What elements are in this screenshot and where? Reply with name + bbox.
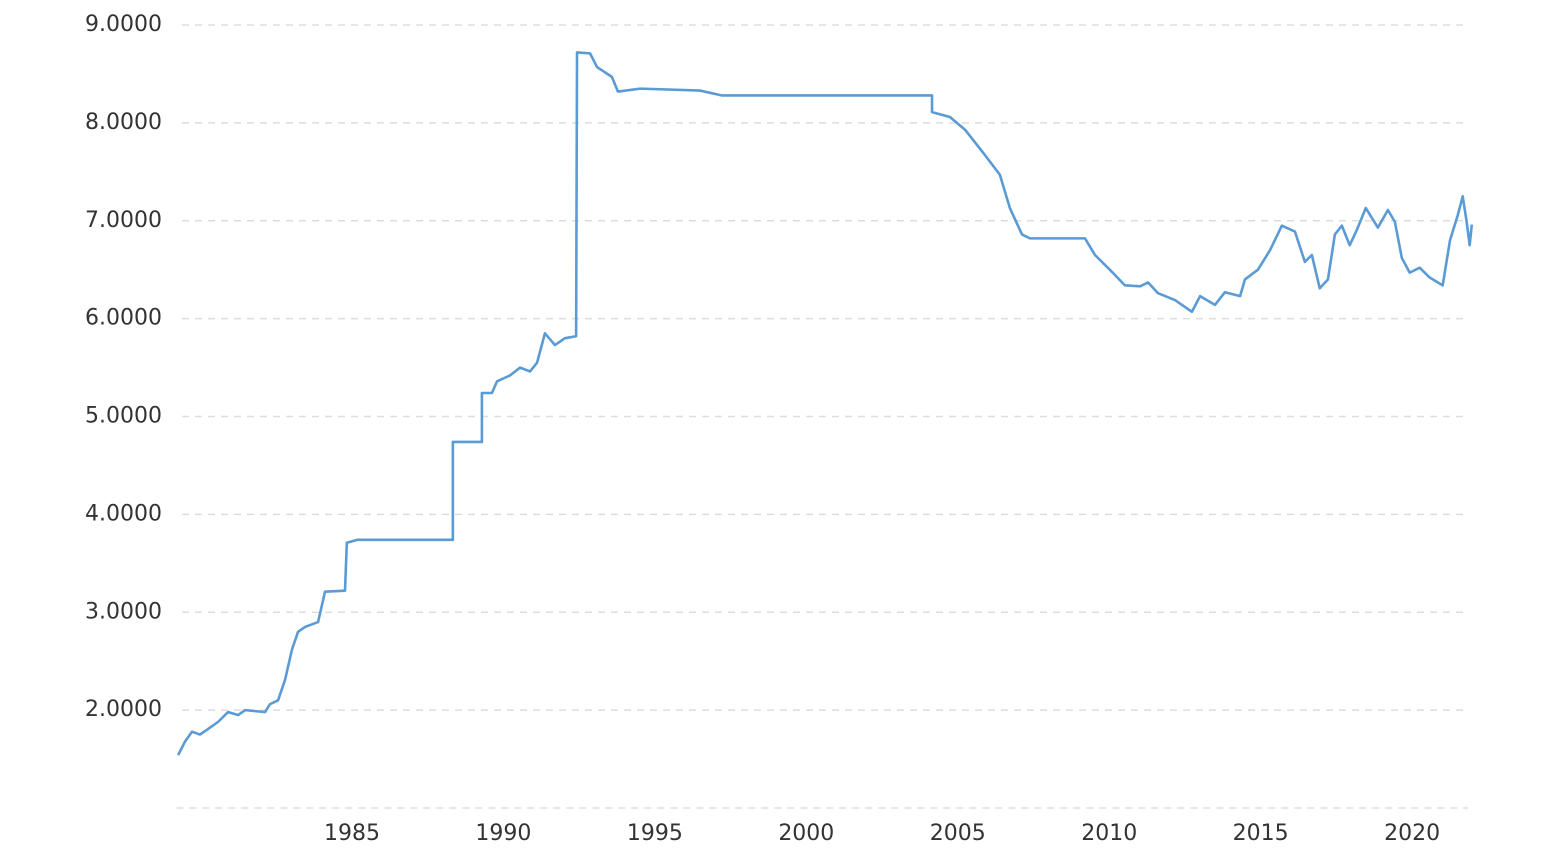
x-tick-label: 1985 (324, 821, 380, 846)
y-tick-label: 3.0000 (85, 599, 162, 624)
y-tick-label: 8.0000 (85, 110, 162, 135)
y-tick-label: 4.0000 (85, 501, 162, 526)
x-tick-label: 2005 (930, 821, 986, 846)
x-tick-label: 2000 (778, 821, 834, 846)
y-tick-label: 7.0000 (85, 208, 162, 233)
x-tick-label: 1995 (627, 821, 683, 846)
y-tick-label: 2.0000 (85, 697, 162, 722)
x-tick-label: 2010 (1081, 821, 1137, 846)
x-tick-label: 2015 (1233, 821, 1289, 846)
y-tick-label: 5.0000 (85, 404, 162, 429)
x-tick-label: 2020 (1384, 821, 1440, 846)
y-tick-label: 9.0000 (85, 12, 162, 37)
y-tick-label: 6.0000 (85, 306, 162, 331)
x-tick-label: 1990 (475, 821, 531, 846)
data-line (176, 51, 1474, 756)
